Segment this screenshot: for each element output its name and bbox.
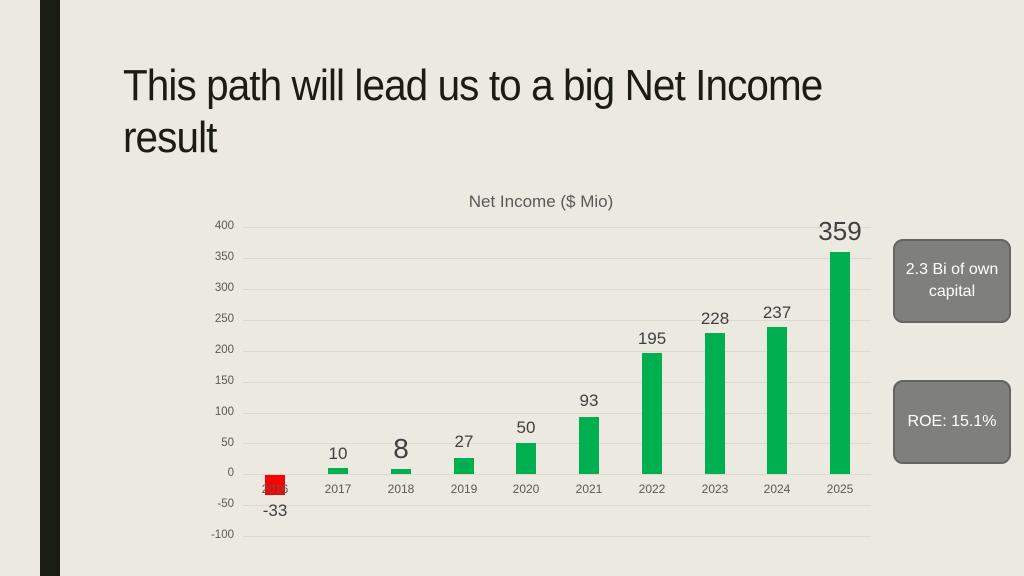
bar-2016 [265, 475, 285, 495]
callout-text: ROE: 15.1% [907, 413, 997, 430]
x-label: 2019 [450, 482, 478, 496]
x-label: 2025 [826, 482, 854, 496]
data-label: 8 [393, 433, 409, 464]
gridline [243, 505, 871, 506]
data-label: 195 [637, 329, 667, 348]
slide-title: This path will lead us to a big Net Inco… [123, 61, 823, 162]
data-label: 27 [454, 432, 474, 451]
data-label: 50 [516, 418, 536, 437]
x-label: 2020 [512, 482, 540, 496]
bar-2017 [328, 468, 348, 474]
gridline [243, 382, 871, 383]
x-label: 2024 [763, 482, 791, 496]
x-label: 2016 [261, 482, 289, 496]
y-tick: 50 [221, 437, 234, 449]
zero-line [243, 474, 871, 475]
y-tick: -50 [217, 498, 234, 510]
data-label: 359 [818, 216, 862, 246]
y-tick: -100 [210, 529, 234, 541]
gridline [243, 320, 871, 321]
gridline [243, 443, 871, 444]
y-tick: 250 [214, 313, 234, 325]
y-tick: 400 [214, 220, 234, 232]
x-label: 2021 [575, 482, 603, 496]
gridline [243, 536, 871, 537]
bar-2019 [454, 458, 474, 474]
y-tick: 100 [214, 406, 234, 418]
bar-2022 [642, 353, 662, 474]
bar-2020 [516, 443, 536, 474]
bar-2025 [830, 252, 850, 474]
x-label: 2017 [324, 482, 352, 496]
callout-own-capital: 2.3 Bi of own capital [893, 239, 1011, 323]
gridline [243, 258, 871, 259]
chart-title: Net Income ($ Mio) [468, 192, 614, 211]
x-label: 2022 [638, 482, 666, 496]
data-label: 93 [579, 391, 599, 410]
y-tick: 350 [214, 251, 234, 263]
data-label: -33 [262, 501, 288, 520]
bar-2024 [767, 327, 787, 474]
y-tick: 200 [214, 344, 234, 356]
callout-roe: ROE: 15.1% [893, 380, 1011, 464]
y-tick: 0 [227, 467, 234, 479]
x-label: 2018 [387, 482, 415, 496]
gridline [243, 227, 871, 228]
data-label: 228 [700, 309, 730, 328]
bar-2018 [391, 469, 411, 474]
data-label: 10 [328, 444, 348, 463]
y-tick: 300 [214, 282, 234, 294]
bar-2021 [579, 417, 599, 474]
accent-bar [40, 0, 60, 576]
gridline [243, 413, 871, 414]
bar-2023 [705, 333, 725, 474]
y-tick: 150 [214, 375, 234, 387]
gridline [243, 289, 871, 290]
x-label: 2023 [701, 482, 729, 496]
data-label: 237 [762, 303, 792, 322]
callout-text: 2.3 Bi of own capital [905, 261, 999, 300]
gridline [243, 351, 871, 352]
